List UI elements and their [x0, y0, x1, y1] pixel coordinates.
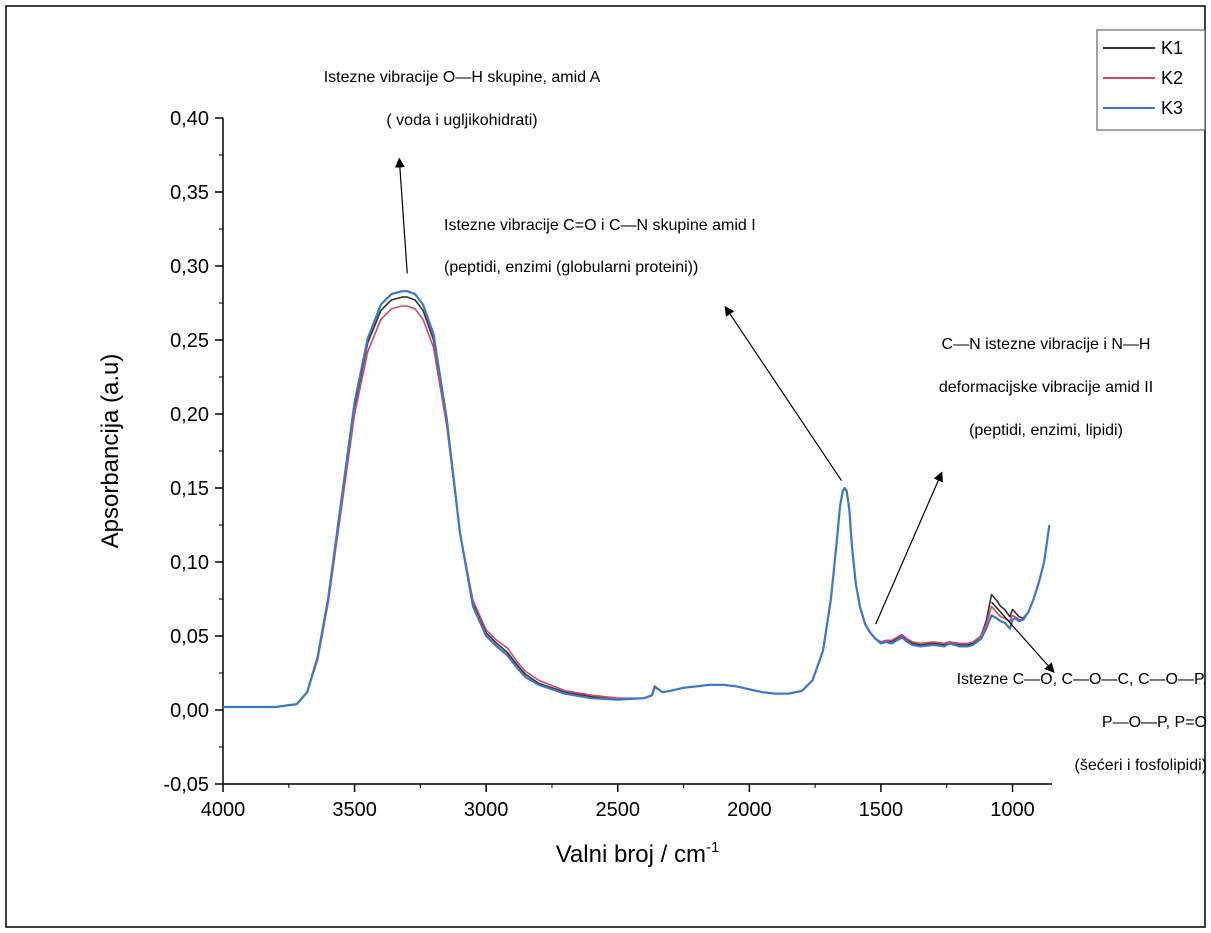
figure-border [5, 5, 1206, 928]
annotation-arrow-amid-ii [875, 471, 943, 625]
y-tick-label: 0,20 [170, 404, 209, 426]
legend-box [1096, 29, 1206, 131]
annotation-arrow-amid-a [394, 157, 408, 274]
annotation-text-amid-a: ( voda i ugljikohidrati) [386, 112, 537, 129]
x-tick-label: 2000 [727, 799, 772, 821]
y-axis-title: Apsorbancija (a.u) [97, 354, 124, 549]
legend-label-k2: K2 [1161, 68, 1183, 88]
legend-label-k1: K1 [1161, 38, 1183, 58]
x-tick-label: 4000 [201, 799, 246, 821]
x-tick-label: 2500 [596, 799, 641, 821]
y-tick-label: 0,05 [170, 626, 209, 648]
annotation-text-sugars-phospholipids: (šećeri i fosfolipidi) [1075, 757, 1207, 774]
annotation-arrow-amid-i [724, 305, 842, 481]
y-tick-label: 0,25 [170, 330, 209, 352]
annotation-text-amid-i: (peptidi, enzimi (globularni proteini)) [444, 259, 698, 276]
y-tick-label: 0,30 [170, 256, 209, 278]
x-axis-title-text: Valni broj / cm [556, 841, 706, 868]
annotation-text-amid-i: Istezne vibracije C=O i C—N skupine amid… [444, 217, 756, 234]
annotation-text-amid-ii: deformacijske vibracije amid II [939, 379, 1153, 396]
x-tick-label: 3000 [464, 799, 509, 821]
legend: K1 K2 K3 [1096, 29, 1206, 131]
annotation-arrow-sugars-phospholipids [991, 601, 1055, 674]
annotation-text-amid-ii: (peptidi, enzimi, lipidi) [969, 422, 1123, 439]
axes: 4000 3500 3000 2500 2000 1500 1000 -0,05 0,00 0,0… [97, 108, 1052, 868]
series-layer [223, 290, 1051, 709]
y-tick-label: 0,00 [170, 700, 209, 722]
x-axis-title-superscript: -1 [706, 839, 719, 856]
series-line-k3 [223, 290, 1051, 709]
annotation-text-amid-ii: C—N istezne vibracije i N—H [942, 336, 1151, 353]
y-tick-label: 0,15 [170, 478, 209, 500]
annotations: Istezne vibracije O—H skupine, amid A ( v… [324, 69, 1207, 774]
annotation-text-amid-a: Istezne vibracije O—H skupine, amid A [324, 69, 601, 86]
annotation-text-sugars-phospholipids: Istezne C—O, C—O—C, C—O—P, [957, 671, 1207, 688]
x-axis-title: Valni broj / cm-1 [556, 839, 720, 868]
x-tick-label: 3500 [332, 799, 377, 821]
y-tick-label: 0,10 [170, 552, 209, 574]
legend-label-k3: K3 [1161, 98, 1183, 118]
x-tick-label: 1500 [859, 799, 904, 821]
annotation-text-sugars-phospholipids: P—O—P, P=O [1102, 714, 1207, 731]
x-tick-label: 1000 [990, 799, 1035, 821]
y-tick-label: -0,05 [163, 774, 209, 796]
y-tick-label: 0,35 [170, 182, 209, 204]
y-tick-label: 0,40 [170, 108, 209, 130]
